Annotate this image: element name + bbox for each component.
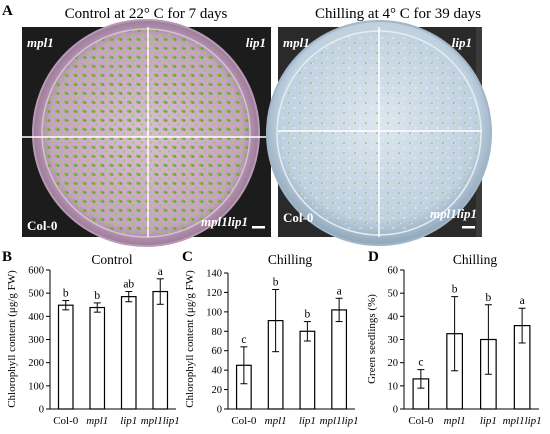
chart-b-bar [57,304,74,410]
chart-c-y-tick-label: 80 [212,327,223,338]
chilling-label-mpl1: mpl1 [283,35,310,50]
chart-d-x-tick-label: lip1 [480,415,497,427]
chart-d-y-tick-label: 60 [388,266,399,277]
panel-d: D Chilling Green seedlings (%) 0 10 20 30 40… [366,249,542,427]
panel-a-left-title: Control at 22° C for 7 days [65,6,228,22]
chart-d-y-tick-label: 40 [388,312,399,323]
panel-b-ylabel: Chlorophyll content (μg/g FW) [6,270,18,408]
chart-d-significance-letter: a [520,295,525,307]
chart-b-y-tick-label: 200 [28,358,44,369]
chart-b-y-tick-label: 300 [28,335,44,346]
chart-c-significance-letter: b [305,309,311,321]
chart-c-y-tick-label: 0 [217,405,222,416]
chart-b-x-tick-label: lip1 [120,415,137,427]
chart-b-y-tick-label: 600 [28,266,44,277]
chart-c-bar [331,309,348,410]
control-plate-photo: mpl1 lip1 Col-0 mpl1lip1 [22,19,271,247]
panel-b: B Control Chlorophyll content (μg/g FW) … [2,249,180,427]
chart-c-plot: 0 20 40 60 80 100 120 140 c Col-0 b mpl1 b lip1 a mpl1l… [206,269,358,428]
chart-c-significance-letter: a [337,285,342,297]
chart-c-y-tick-label: 120 [206,288,222,299]
panel-c: C Chilling Chlorophyll content (μg/g FW)… [182,249,359,427]
panel-b-title: Control [91,252,133,267]
panel-c-letter: C [182,249,193,265]
chart-c-y-tick-label: 60 [212,346,223,357]
chart-d-y-tick-label: 30 [388,335,399,346]
chart-c-y-tick-label: 140 [206,269,222,280]
chilling-label-mpl1lip1: mpl1lip1 [430,206,477,221]
chart-c-y-tick-label: 20 [212,385,223,396]
panel-d-ylabel: Green seedlings (%) [366,294,378,384]
chart-b-y-tick-label: 400 [28,312,44,323]
panel-a-letter: A [2,3,13,19]
chilling-plate-photo: mpl1 lip1 Col-0 mpl1lip1 [266,20,492,246]
chart-b-bar [152,290,169,410]
chart-b-x-tick-label: mpl1 [86,415,108,427]
chart-b-y-tick-label: 500 [28,289,44,300]
chart-b-bar [89,306,106,410]
panel-d-letter: D [368,249,379,265]
chart-d-y-tick-label: 20 [388,358,399,369]
control-scale-bar [252,226,265,229]
chart-c-bar [299,330,316,410]
panel-a: A Control at 22° C for 7 days Chilling a… [2,3,492,247]
control-label-lip1: lip1 [246,35,266,50]
chart-b-significance-letter: b [94,290,100,302]
chart-b-significance-letter: a [158,266,163,278]
control-label-col0: Col-0 [27,218,57,233]
chart-c-x-tick-label: Col-0 [231,415,257,427]
chart-d-significance-letter: c [418,357,423,369]
chart-d-x-tick-label: mpl1 [444,415,466,427]
panel-a-right-title: Chilling at 4° C for 39 days [315,6,481,22]
chart-c-x-tick-label: lip1 [299,415,316,427]
chart-b-x-tick-label: mpl1lip1 [141,415,180,427]
chart-b-x-tick-label: Col-0 [53,415,79,427]
chart-d-significance-letter: b [452,284,458,296]
chart-d-plot: 0 10 20 30 40 50 60 c Col-0 b mpl1 b lip1 a mpl1lip1 [388,266,542,428]
chart-c-x-tick-label: mpl1 [265,415,287,427]
chart-b-y-tick-label: 100 [28,381,44,392]
chart-c-y-tick-label: 40 [212,366,223,377]
control-label-mpl1: mpl1 [27,35,54,50]
chart-b-y-tick-label: 0 [39,405,44,416]
chart-c-significance-letter: c [241,334,246,346]
panel-b-letter: B [2,249,12,265]
chart-d-y-tick-label: 10 [388,381,399,392]
chart-d-y-tick-label: 0 [393,405,398,416]
chart-d-y-tick-label: 50 [388,289,399,300]
control-label-mpl1lip1: mpl1lip1 [201,214,248,229]
chart-c-significance-letter: b [273,277,279,289]
panel-c-ylabel: Chlorophyll content (μg/g FW) [184,270,196,408]
chart-d-significance-letter: b [486,292,492,304]
chart-d-x-tick-label: mpl1lip1 [503,415,542,427]
chilling-scale-bar [462,226,475,229]
chart-b-significance-letter: b [63,288,69,300]
chilling-label-lip1: lip1 [452,35,472,50]
chilling-label-col0: Col-0 [283,210,313,225]
panel-c-title: Chilling [268,252,313,267]
chart-b-bar [120,296,137,410]
panel-d-title: Chilling [453,252,498,267]
chart-b-plot: 0 100 200 300 400 500 600 b Col-0 b mpl1 ab lip1 a mpl… [28,266,180,428]
chart-c-y-tick-label: 100 [206,307,222,318]
chart-d-x-tick-label: Col-0 [408,415,434,427]
chart-b-significance-letter: ab [123,279,134,291]
chart-c-x-tick-label: mpl1lip1 [320,415,359,427]
